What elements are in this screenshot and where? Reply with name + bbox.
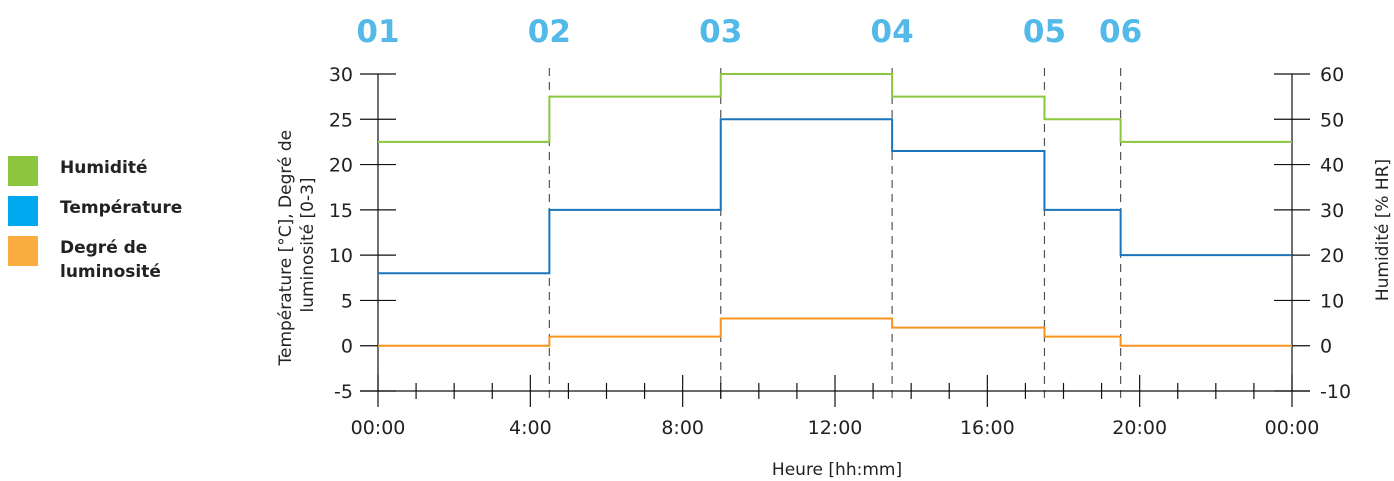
- y-left-tick-label: 5: [341, 290, 353, 312]
- y-right-tick-label: -10: [1320, 381, 1351, 403]
- phase-label: 04: [871, 14, 914, 50]
- y-right-tick-label: 10: [1320, 290, 1344, 312]
- y-left-tick-label: 15: [329, 200, 353, 222]
- y-right-tick-label: 40: [1320, 155, 1344, 177]
- y-left-axis-title-line2: luminosité [0-3]: [298, 177, 318, 312]
- x-tick-label: 20:00: [1112, 417, 1167, 439]
- legend-label-temperature: Température: [60, 198, 183, 218]
- y-left-tick-label: -5: [334, 381, 353, 403]
- y-right-axis-title: Humidité [% HR]: [1373, 159, 1393, 301]
- x-tick-label: 12:00: [808, 417, 863, 439]
- legend-item-humidity: Humidité: [8, 156, 200, 186]
- x-tick-label: 00:00: [1265, 417, 1320, 439]
- phase-labels: 01 02 03 04 05 06: [356, 14, 1142, 50]
- y-left-tick-label: 10: [329, 245, 353, 267]
- legend-label-humidity: Humidité: [60, 158, 148, 178]
- x-tick-label: 4:00: [509, 417, 552, 439]
- phase-label: 06: [1099, 14, 1142, 50]
- x-axis-title: Heure [hh:mm]: [772, 460, 902, 480]
- legend-item-temperature: Température: [8, 196, 200, 226]
- legend-swatch-humidity: [8, 156, 38, 186]
- series-lines: [378, 73, 1292, 347]
- y-left-tick-label: 30: [329, 64, 353, 86]
- y-left-tick-label: 20: [329, 155, 353, 177]
- y-right-tick-label: 30: [1320, 200, 1344, 222]
- legend-label-luminosity: Degré de luminosité: [60, 238, 161, 282]
- y-right-tick-label: 60: [1320, 64, 1344, 86]
- phase-divider-lines: [548, 68, 1122, 401]
- phase-label: 03: [699, 14, 742, 50]
- y-left-axis-title: Température [°C], Degré de luminosité [0…: [276, 124, 318, 366]
- legend-item-luminosity: Degré de luminosité: [8, 236, 200, 284]
- y-left-tick-label: 0: [341, 336, 353, 358]
- phase-label: 05: [1023, 14, 1066, 50]
- y-left-tick-label: 25: [329, 109, 353, 131]
- series-line-Humidité: [378, 73, 1292, 143]
- y-left-axis-title-line1: Température [°C], Degré de: [276, 130, 296, 367]
- tick-labels: -5 0 5 10 15 20 25 30 -10 0 10 20 30 40 50 60 00:00 4:00 8…: [329, 64, 1351, 439]
- axes: [360, 73, 1310, 407]
- series-line-Température: [378, 118, 1292, 275]
- phase-label: 01: [356, 14, 399, 50]
- series-line-Degré de luminosité: [378, 317, 1292, 347]
- legend-swatch-luminosity: [8, 236, 38, 266]
- legend-swatch-temperature: [8, 196, 38, 226]
- phase-label: 02: [528, 14, 571, 50]
- x-tick-label: 16:00: [960, 417, 1015, 439]
- y-right-tick-label: 50: [1320, 109, 1344, 131]
- x-tick-label: 00:00: [351, 417, 406, 439]
- x-tick-label: 8:00: [661, 417, 704, 439]
- y-right-tick-label: 0: [1320, 336, 1332, 358]
- y-right-tick-label: 20: [1320, 245, 1344, 267]
